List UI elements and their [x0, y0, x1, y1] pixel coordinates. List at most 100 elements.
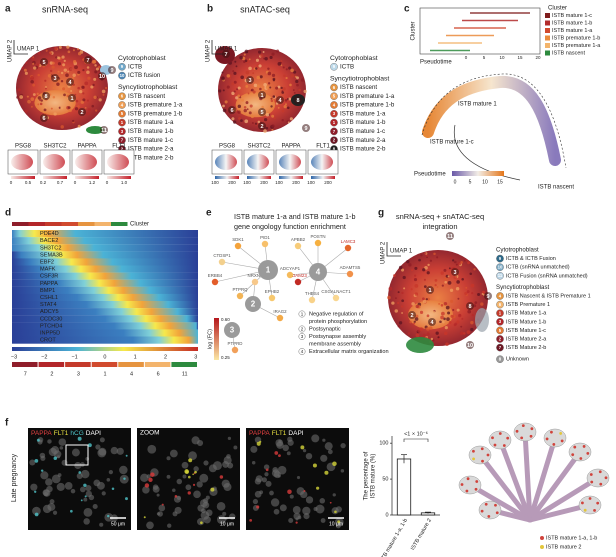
gene-node: [294, 242, 302, 250]
umap-cell: [414, 292, 419, 296]
colorbar-tick: 0.7: [57, 180, 64, 185]
nucleus-dot: [460, 483, 464, 486]
umap-cell: [248, 58, 251, 61]
umap-cell: [252, 90, 256, 94]
umap-cell: [233, 90, 236, 93]
gene-node: [286, 271, 294, 279]
umap-x-label: UMAP 1: [17, 47, 40, 53]
heatmap-row: [12, 322, 198, 330]
umap-cell: [465, 286, 468, 289]
heatmap-row: [12, 279, 198, 287]
umap-cell: [63, 59, 66, 63]
umap-cell: [395, 297, 397, 300]
gene-node: [332, 294, 340, 302]
umap-cloud: [16, 46, 108, 130]
umap-cell: [436, 286, 439, 288]
legend-icon: [496, 317, 504, 326]
cluster-swatch: [144, 362, 171, 367]
nucleus: [140, 473, 149, 483]
legend-swatch: [545, 35, 550, 41]
cluster-swatch: [118, 362, 144, 367]
umap-cell: [424, 265, 428, 270]
umap-cell: [67, 50, 71, 54]
legend-icon: [496, 292, 504, 300]
umap-cell: [391, 301, 395, 305]
legend-number: 9: [499, 256, 502, 261]
umap-cell: [447, 280, 452, 285]
umap-cell: [420, 254, 423, 257]
nucleus-dot: [515, 429, 519, 433]
nucleus-dot: [593, 508, 596, 512]
feature-map-cloud: [247, 154, 269, 170]
colorbar: [12, 347, 198, 351]
nucleus: [193, 466, 199, 472]
signal: [316, 486, 320, 490]
bar: [396, 458, 412, 516]
umap-cell: [460, 325, 463, 328]
nucleus: [172, 488, 176, 493]
colorbar-tick: 15: [497, 179, 503, 185]
umap-cell: [86, 99, 89, 102]
term-text: Extracellular matrix organization: [309, 349, 389, 355]
gene-label: CROT: [40, 338, 56, 344]
umap-cell: [443, 302, 448, 306]
nucleus: [42, 504, 52, 514]
umap-cell: [303, 89, 307, 94]
umap-cell: [57, 62, 62, 66]
umap-cell: [290, 68, 294, 73]
colorbar-tick: 5: [469, 179, 472, 185]
nucleus: [45, 478, 53, 486]
umap-cell: [250, 114, 255, 119]
umap-x-label: UMAP 1: [215, 47, 238, 53]
nucleus-dot: [484, 502, 488, 506]
cluster-number: 11: [101, 128, 107, 134]
umap-cell: [44, 87, 47, 90]
legend-icon: [496, 309, 504, 318]
umap-cell: [84, 106, 87, 109]
gene-label: PSG8: [15, 144, 32, 150]
umap-cell: [413, 320, 416, 323]
cluster-badge: [446, 232, 454, 240]
umap-cell: [447, 275, 450, 278]
gene-label: LAMC3: [341, 239, 356, 244]
umap-cell: [281, 119, 284, 122]
umap-cell: [27, 99, 31, 104]
term-icon: [298, 333, 306, 340]
nucleus: [202, 501, 210, 509]
nucleus: [85, 485, 92, 492]
cluster-badge: [222, 50, 230, 58]
colorbar-title: Pseudotime: [414, 172, 446, 178]
colorbar-title: log (FC): [207, 329, 213, 349]
umap-cloud: [235, 92, 276, 118]
umap-cell: [277, 85, 281, 89]
umap-cell: [65, 73, 69, 78]
nucleus: [176, 478, 183, 485]
umap-cell: [422, 299, 427, 304]
umap-y-label: UMAP 2: [206, 39, 212, 62]
feature-map-cloud: [311, 154, 333, 170]
feature-colorbar: [247, 176, 271, 179]
signal: [143, 516, 146, 519]
umap-cell: [285, 76, 288, 80]
nucleus: [156, 512, 161, 516]
umap-cell: [72, 83, 75, 86]
umap-cell: [288, 66, 292, 70]
nucleus-dot: [506, 436, 510, 440]
umap-cell: [92, 83, 95, 87]
legend-dot: [540, 536, 544, 540]
nucleus: [277, 465, 287, 475]
term-text: membrane assembly: [309, 341, 361, 347]
legend-icon: [496, 335, 504, 343]
cluster-badge: [228, 106, 236, 114]
umap-cell: [49, 51, 52, 54]
cluster-number: 1: [260, 93, 263, 99]
term-number: 2: [251, 300, 256, 309]
legend-label: ISTB Mature 2-a: [506, 336, 547, 342]
signal: [33, 490, 37, 493]
umap-cell: [16, 95, 19, 99]
umap-cell: [47, 73, 52, 78]
nucleus: [229, 513, 236, 520]
nucleus: [335, 506, 342, 513]
signal: [259, 440, 262, 443]
legend-icon: [118, 71, 126, 80]
